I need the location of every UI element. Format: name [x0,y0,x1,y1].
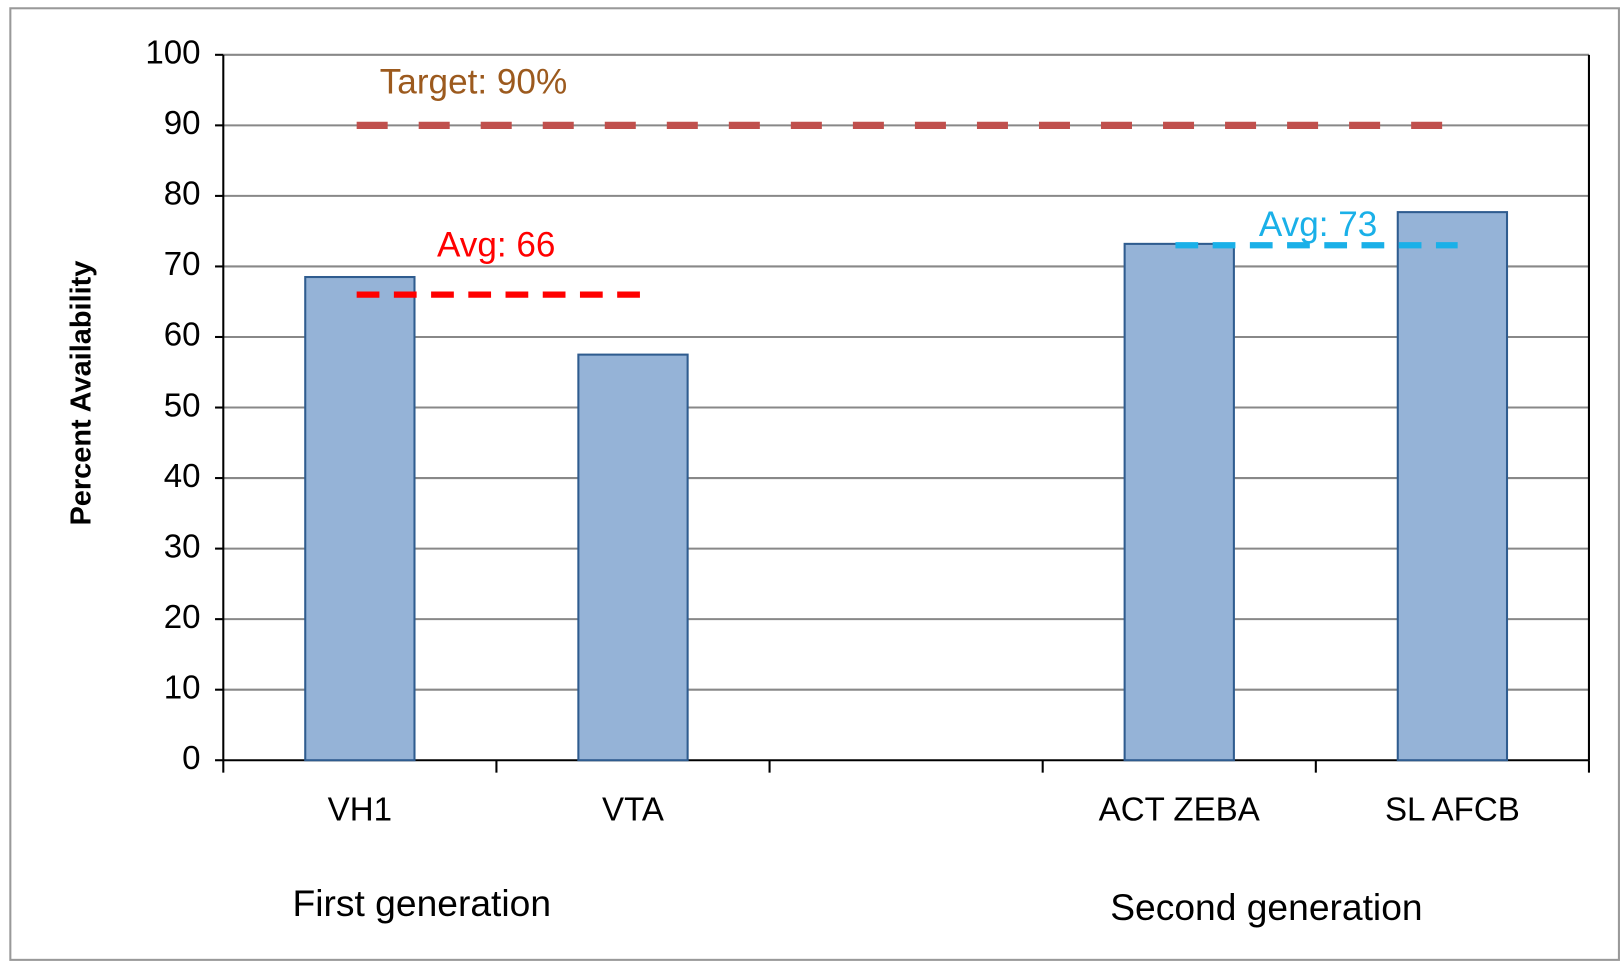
bar [304,275,416,762]
x-tick-label: ACT ZEBA [1099,792,1260,829]
bar [1123,242,1235,762]
x-tick-label: SL AFCB [1385,792,1520,829]
y-tick-label: 30 [164,528,201,565]
y-tick-label: 70 [164,246,201,283]
y-tick-label: 10 [164,669,201,706]
group-label: First generation [293,882,552,924]
bar [1396,211,1509,762]
y-tick-label: 100 [145,35,200,72]
reference-label: Target: 90% [380,62,567,101]
y-tick-label: 0 [182,740,200,777]
group-label: Second generation [1110,886,1422,928]
y-tick-label: 80 [164,176,201,213]
bar [577,353,689,762]
chart-border [9,7,1620,961]
y-tick-label: 90 [164,105,201,142]
y-tick-label: 60 [164,317,201,354]
y-tick-label: 50 [164,387,201,424]
x-tick-label: VTA [602,792,664,829]
y-axis-title: Percent Availability [65,261,97,526]
reference-label: Avg: 66 [437,225,556,264]
y-tick-label: 20 [164,599,201,636]
y-tick-label: 40 [164,458,201,495]
x-tick-label: VH1 [328,792,392,829]
reference-label: Avg: 73 [1259,205,1378,244]
